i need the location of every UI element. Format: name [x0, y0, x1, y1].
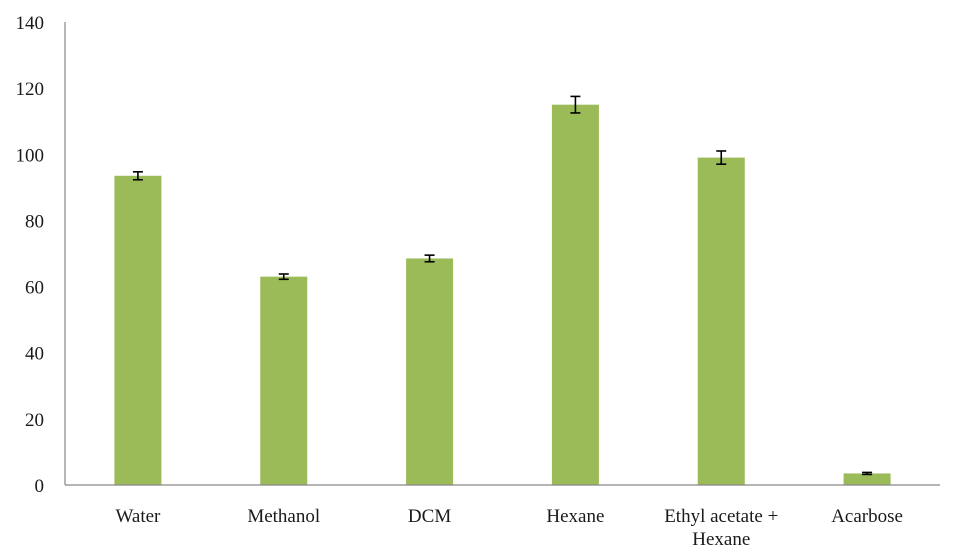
x-tick-label: Hexane	[546, 506, 604, 527]
error-bar	[132, 171, 143, 181]
x-tick-label: DCM	[408, 506, 451, 527]
y-tick-label: 100	[16, 145, 45, 166]
y-tick-label: 140	[16, 13, 45, 34]
bar	[843, 473, 891, 485]
bar	[697, 157, 745, 486]
x-tick-label: Ethyl acetate + Hexane	[664, 506, 778, 549]
error-bar	[570, 95, 581, 114]
y-tick-label: 40	[25, 344, 44, 365]
y-tick-label: 0	[35, 476, 45, 497]
y-tick-label: 60	[25, 278, 44, 299]
error-bar	[278, 273, 289, 281]
axes	[64, 22, 940, 486]
error-bar	[716, 150, 727, 166]
x-tick-label: Methanol	[247, 506, 320, 527]
error-bars	[132, 95, 873, 476]
bars	[114, 104, 891, 486]
bar	[114, 175, 162, 485]
y-tick-label: 120	[16, 79, 45, 100]
error-bar	[424, 254, 435, 263]
y-tick-label: 20	[25, 410, 44, 431]
x-tick-label: Acarbose	[831, 506, 903, 527]
y-tick-label: 80	[25, 211, 44, 232]
bar	[406, 258, 454, 485]
x-axis-ticks: Water Methanol DCM Hexane Ethyl acetate + Hex…	[115, 506, 902, 549]
bar	[551, 104, 599, 485]
y-axis-ticks: 0 20 40 60 80 100 120 140	[16, 13, 45, 497]
bar	[260, 276, 308, 485]
x-tick-label: Water	[115, 506, 161, 527]
error-bar	[862, 471, 873, 476]
